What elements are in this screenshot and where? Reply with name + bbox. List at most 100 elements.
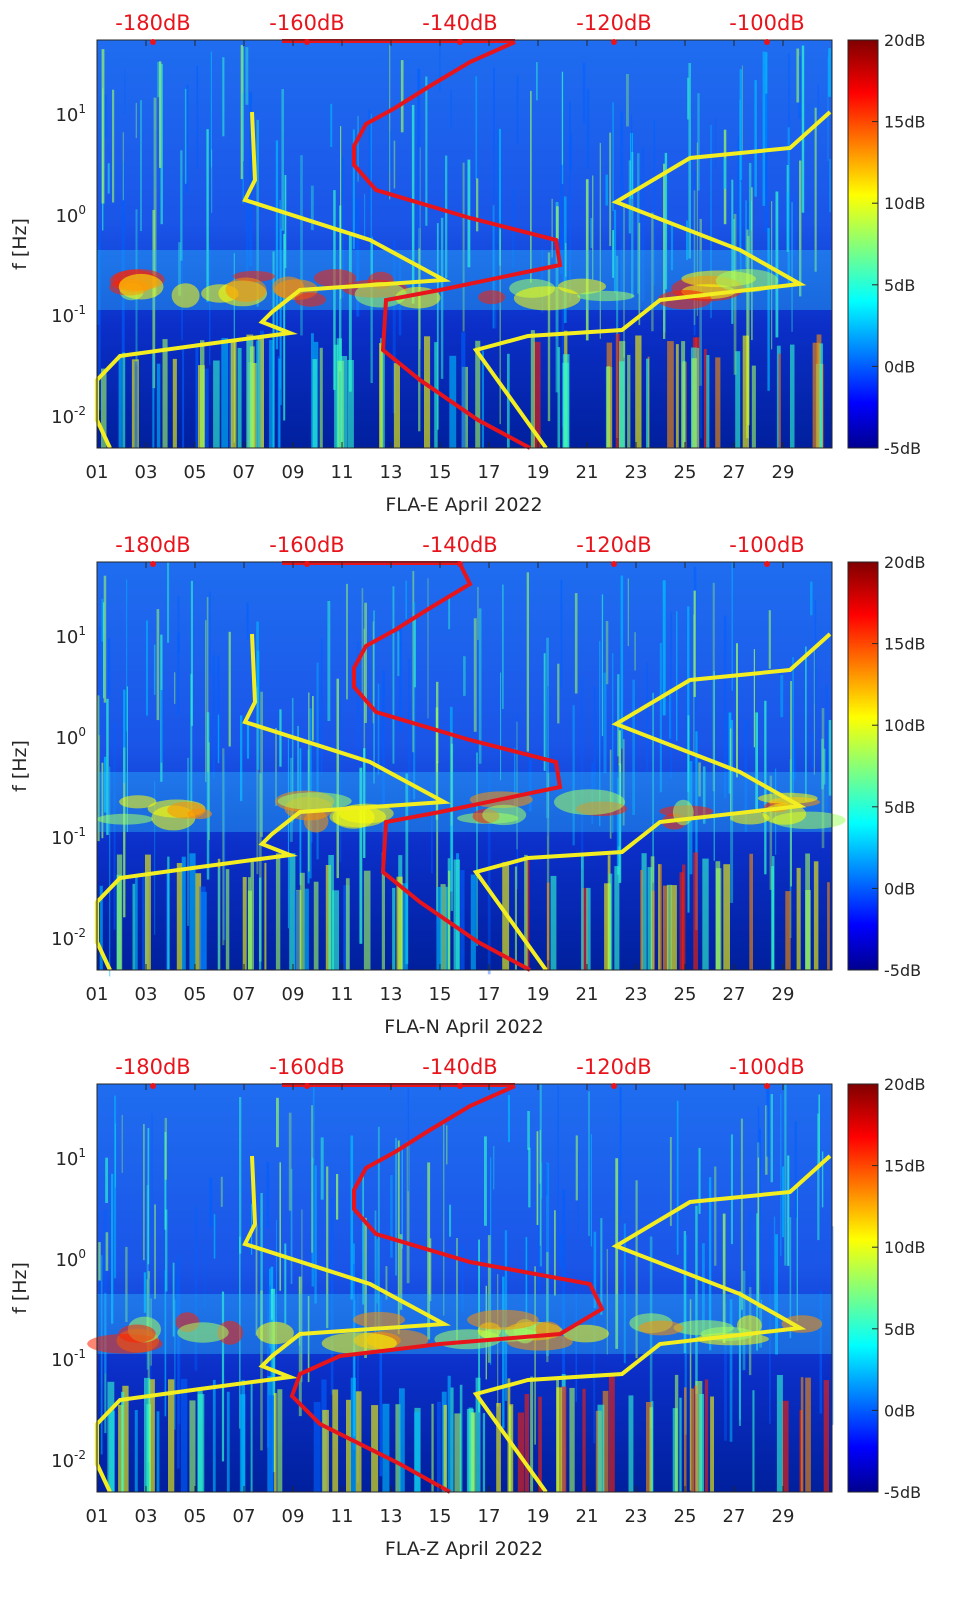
spectral-streak bbox=[612, 230, 614, 278]
spectral-streak bbox=[165, 1209, 168, 1292]
top-tick-label: -180dB bbox=[115, 533, 190, 557]
low-frequency-column bbox=[156, 363, 161, 448]
red-curve bbox=[352, 40, 563, 450]
spectral-streak bbox=[357, 1287, 359, 1483]
spectral-streak bbox=[612, 102, 614, 211]
red-curve bbox=[289, 1084, 605, 1494]
spectral-streak bbox=[314, 1165, 317, 1304]
low-frequency-column bbox=[168, 1379, 175, 1492]
low-frequency-column bbox=[395, 1404, 401, 1492]
spectral-streak bbox=[336, 678, 339, 879]
low-frequency-column bbox=[172, 358, 177, 448]
spectral-streak bbox=[686, 220, 689, 260]
x-tick-label: 29 bbox=[772, 984, 795, 1005]
spectral-streak bbox=[164, 1117, 167, 1180]
low-frequency-column bbox=[440, 884, 446, 970]
low-frequency-column bbox=[790, 344, 795, 448]
plot-frame bbox=[96, 39, 833, 449]
spectral-streak bbox=[177, 1254, 181, 1425]
spectral-streak bbox=[534, 1266, 536, 1445]
spectral-streak bbox=[730, 720, 734, 903]
spectral-streak bbox=[385, 1266, 388, 1300]
spectral-streak bbox=[146, 1279, 148, 1345]
x-ticks: 01 03 05 07 09 11 13 15 17 19 21 23 25 27 29 bbox=[86, 1084, 794, 1527]
spectral-streak bbox=[270, 1288, 274, 1320]
spectral-streak bbox=[368, 109, 371, 210]
spectral-streak bbox=[205, 620, 207, 783]
spectral-streak bbox=[370, 239, 373, 383]
spectral-streak bbox=[356, 641, 360, 750]
low-frequency-column bbox=[294, 890, 300, 970]
spectral-streak bbox=[502, 584, 504, 709]
low-frequency-column bbox=[602, 1390, 609, 1492]
low-frequency-column bbox=[695, 1381, 703, 1492]
spectral-streak bbox=[695, 1205, 698, 1394]
low-frequency-column bbox=[581, 888, 589, 970]
spectral-streak bbox=[446, 1125, 448, 1165]
spectral-streak bbox=[373, 610, 375, 784]
spectral-streak bbox=[135, 103, 137, 139]
low-frequency-column bbox=[332, 890, 339, 970]
low-frequency-column bbox=[299, 872, 305, 970]
spectral-streak bbox=[326, 1166, 329, 1329]
spectral-streak bbox=[330, 103, 333, 147]
spectral-streak bbox=[101, 598, 104, 642]
spectral-streak bbox=[352, 1263, 356, 1347]
spectral-streak bbox=[487, 769, 491, 975]
top-tick-dot bbox=[457, 1083, 463, 1089]
spectral-streak bbox=[152, 210, 156, 389]
spectral-streak bbox=[146, 620, 148, 716]
low-frequency-column bbox=[627, 354, 631, 448]
spectral-streak bbox=[693, 590, 696, 697]
spectral-streak bbox=[97, 1152, 100, 1297]
spectral-streak bbox=[364, 602, 367, 723]
spectral-streak bbox=[298, 1276, 302, 1417]
spectral-streak bbox=[222, 754, 226, 940]
top-tick-dot bbox=[457, 561, 463, 567]
low-frequency-column bbox=[752, 1390, 755, 1492]
spectral-streak bbox=[574, 593, 578, 694]
spectral-streak bbox=[123, 689, 126, 783]
low-frequency-column bbox=[226, 1391, 230, 1492]
low-frequency-column bbox=[608, 1374, 615, 1492]
low-frequency-column bbox=[702, 858, 709, 970]
low-frequency-column bbox=[277, 1389, 283, 1492]
spectral-streak bbox=[281, 89, 284, 231]
spectral-streak bbox=[695, 731, 698, 931]
spectral-streak bbox=[599, 640, 601, 827]
low-frequency-column bbox=[658, 864, 662, 970]
y-tick-10^0: 100 bbox=[55, 725, 86, 749]
spectral-streak bbox=[249, 92, 252, 267]
low-frequency-column bbox=[118, 1404, 124, 1492]
spectral-streak bbox=[493, 1146, 495, 1190]
spectral-streak bbox=[336, 1174, 339, 1220]
spectral-streak bbox=[554, 1210, 556, 1296]
spectral-streak bbox=[527, 1111, 530, 1150]
y-tick-10^-1: 10-1 bbox=[51, 1347, 86, 1371]
spectral-streak bbox=[363, 628, 366, 759]
spectral-streak bbox=[364, 193, 366, 240]
spectral-streak bbox=[733, 219, 735, 287]
x-tick-label: 09 bbox=[282, 1506, 305, 1527]
microseism-band bbox=[97, 772, 832, 832]
x-tick-label: 23 bbox=[625, 984, 648, 1005]
low-frequency-column bbox=[118, 353, 122, 448]
spectral-streak bbox=[476, 752, 478, 947]
spectral-streak bbox=[467, 159, 471, 268]
low-frequency-column bbox=[340, 356, 347, 448]
spectral-streak bbox=[618, 730, 621, 814]
spectral-streak bbox=[825, 684, 828, 811]
x-tick-label: 23 bbox=[625, 1506, 648, 1527]
spectral-streak bbox=[768, 610, 771, 669]
low-frequency-column bbox=[586, 887, 591, 970]
spectral-streak bbox=[615, 1158, 619, 1349]
low-frequency-column bbox=[533, 341, 541, 448]
spectral-streak bbox=[146, 1185, 149, 1370]
spectral-streak bbox=[187, 757, 190, 926]
x-tick-label: 09 bbox=[282, 462, 305, 483]
spectral-streak bbox=[312, 1084, 315, 1164]
spectral-streak bbox=[638, 222, 641, 326]
low-frequency-column bbox=[475, 1377, 481, 1492]
y-tick-10^1: 101 bbox=[55, 1146, 86, 1170]
spectral-streak bbox=[399, 625, 402, 732]
